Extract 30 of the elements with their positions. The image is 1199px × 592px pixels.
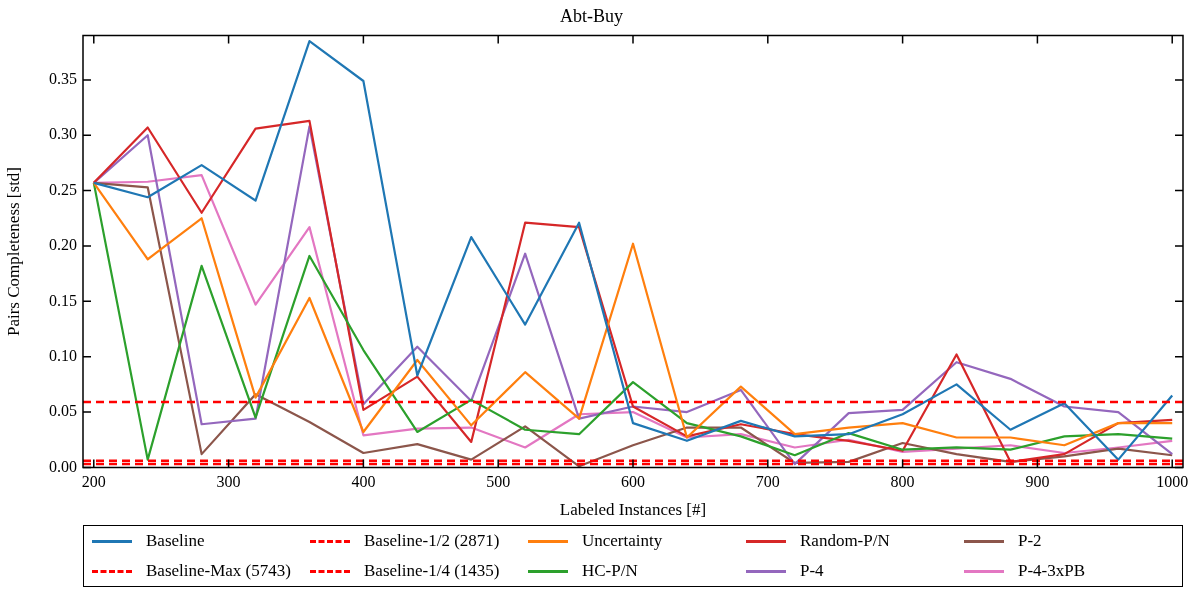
x-tick-label: 400: [351, 473, 376, 491]
y-axis-title: Pairs Completeness [std]: [3, 166, 23, 337]
legend-label: Random-P/N: [800, 531, 890, 551]
legend-label: Baseline: [146, 531, 205, 551]
legend-label: P-4-3xPB: [1018, 561, 1086, 581]
x-tick-label: 600: [621, 473, 645, 491]
legend-label: P-2: [1018, 531, 1042, 551]
y-tick-label: 0.25: [49, 180, 77, 198]
y-tick-label: 0.35: [49, 70, 77, 88]
y-tick-label: 0.15: [49, 291, 77, 309]
legend-label: HC-P/N: [582, 561, 638, 581]
x-tick-label: 200: [81, 473, 106, 491]
x-tick-label: 300: [216, 473, 241, 491]
x-tick-label: 1000: [1156, 473, 1189, 491]
legend-label: Baseline-1/2 (2871): [364, 531, 500, 551]
x-tick-label: 700: [755, 473, 780, 491]
legend-label: Baseline-1/4 (1435): [364, 561, 500, 581]
legend-label: Baseline-Max (5743): [146, 561, 291, 581]
legend-label: Uncertainty: [582, 531, 663, 551]
legend-label: P-4: [800, 561, 824, 581]
x-tick-label: 900: [1025, 473, 1050, 491]
x-tick-label: 800: [890, 473, 915, 491]
y-tick-label: 0.20: [49, 236, 77, 254]
y-tick-label: 0.00: [49, 457, 77, 475]
y-tick-label: 0.10: [49, 346, 77, 364]
y-tick-label: 0.30: [49, 125, 77, 143]
x-axis-title: Labeled Instances [#]: [559, 500, 707, 520]
x-tick-label: 500: [486, 473, 511, 491]
chart-title: Abt-Buy: [560, 5, 623, 26]
y-tick-label: 0.05: [49, 402, 77, 420]
